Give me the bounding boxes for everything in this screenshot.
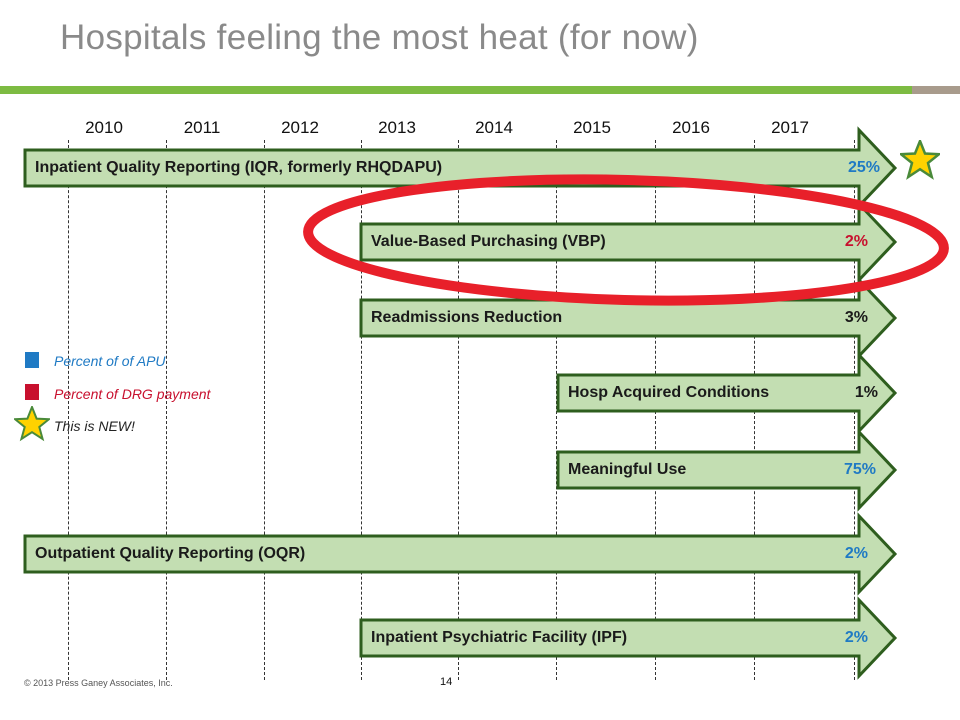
year-gridline (361, 140, 362, 680)
title-rule (0, 86, 912, 94)
year-label-2010: 2010 (85, 118, 123, 137)
year-label-2016: 2016 (672, 118, 710, 137)
program-label: Readmissions Reduction (371, 309, 563, 326)
program-percent: 2% (844, 629, 868, 646)
program-percent: 2% (844, 545, 868, 562)
arrow-shape (359, 596, 898, 680)
year-gridline (166, 140, 167, 680)
program-arrow: Outpatient Quality Reporting (OQR) 2% (23, 512, 898, 596)
program-percent: 2% (844, 233, 868, 250)
program-arrow: Inpatient Quality Reporting (IQR, former… (23, 126, 898, 210)
program-percent: 25% (847, 159, 880, 176)
program-arrow: Meaningful Use 75% (556, 428, 898, 512)
year-gridline (264, 140, 265, 680)
year-label-2014: 2014 (475, 118, 513, 137)
program-arrow: Value-Based Purchasing (VBP) 2% (359, 200, 898, 284)
copyright: © 2013 Press Ganey Associates, Inc. (24, 678, 173, 688)
legend-drg-swatch (25, 384, 39, 400)
year-label-2013: 2013 (378, 118, 416, 137)
program-percent: 75% (843, 461, 876, 478)
legend-drg-label: Percent of DRG payment (54, 386, 211, 402)
program-arrow: Hosp Acquired Conditions 1% (556, 351, 898, 435)
year-label-2012: 2012 (281, 118, 319, 137)
program-label: Meaningful Use (568, 461, 687, 478)
page-number: 14 (440, 676, 453, 688)
program-label: Value-Based Purchasing (VBP) (371, 233, 606, 250)
legend-apu-label: Percent of of APU (54, 353, 166, 369)
program-percent: 3% (844, 309, 868, 326)
program-arrow: Inpatient Psychiatric Facility (IPF) 2% (359, 596, 898, 680)
arrow-shape (556, 351, 898, 435)
program-arrow: Readmissions Reduction 3% (359, 276, 898, 360)
program-label: Inpatient Quality Reporting (IQR, former… (35, 159, 443, 176)
title-rule-accent (912, 86, 960, 94)
legend-new-label: This is NEW! (54, 418, 135, 434)
program-label: Outpatient Quality Reporting (OQR) (35, 545, 306, 562)
year-label-2017: 2017 (771, 118, 809, 137)
year-gridline (458, 140, 459, 680)
year-label-2011: 2011 (183, 118, 221, 137)
legend-new-star-icon (14, 406, 50, 442)
year-gridline (68, 140, 69, 680)
program-label: Hosp Acquired Conditions (568, 384, 770, 401)
program-percent: 1% (854, 384, 878, 401)
year-label-2015: 2015 (573, 118, 611, 137)
arrow-shape (556, 428, 898, 512)
slide-title: Hospitals feeling the most heat (for now… (60, 18, 699, 57)
new-star-icon (900, 140, 940, 180)
legend-apu-swatch (25, 352, 39, 368)
arrow-shape (23, 512, 898, 596)
program-label: Inpatient Psychiatric Facility (IPF) (371, 629, 628, 646)
